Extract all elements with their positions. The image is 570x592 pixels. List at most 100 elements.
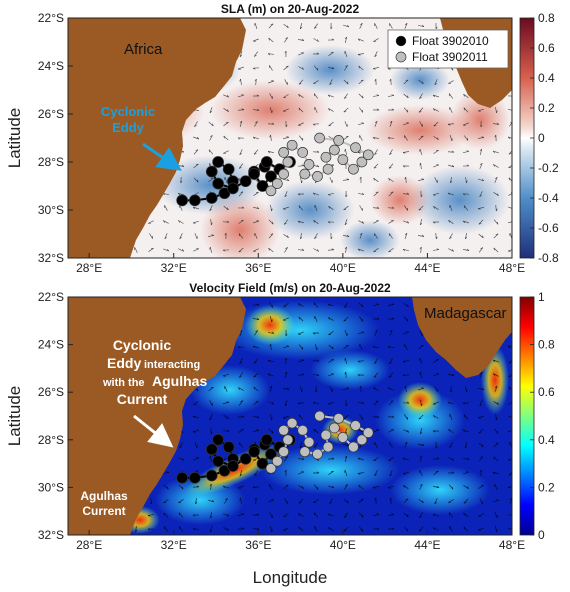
velocity-arrow: [313, 302, 319, 308]
velocity-arrow-head: [464, 445, 468, 449]
velocity-arrow: [313, 428, 319, 434]
velocity-arrow-head: [301, 67, 304, 70]
velocity-arrow-head: [272, 430, 274, 434]
velocity-arrow: [268, 219, 274, 225]
velocity-arrow-head: [451, 249, 454, 252]
velocity-arrow-head: [239, 120, 243, 124]
velocity-arrow-head: [286, 387, 290, 390]
velocity-arrow: [223, 485, 229, 489]
velocity-arrow: [209, 247, 213, 253]
velocity-arrow-head: [362, 304, 364, 308]
velocity-arrow-head: [239, 376, 242, 378]
velocity-arrow-head: [178, 220, 180, 223]
float-position-point: [227, 460, 239, 472]
velocity-arrow: [359, 344, 363, 350]
velocity-arrow-head: [209, 529, 213, 533]
velocity-arrow-head: [240, 400, 244, 402]
velocity-arrow: [433, 527, 439, 531]
velocity-arrow-head: [192, 514, 196, 517]
velocity-arrow-head: [496, 499, 500, 501]
velocity-arrow: [493, 499, 499, 503]
velocity-arrow: [493, 428, 499, 434]
velocity-arrow: [434, 386, 438, 392]
velocity-arrow-head: [241, 415, 245, 418]
velocity-arrow: [283, 23, 289, 29]
velocity-arrow-head: [226, 401, 230, 403]
velocity-arrow-head: [209, 417, 212, 420]
velocity-arrow: [343, 205, 349, 211]
velocity-arrow: [372, 486, 380, 488]
velocity-arrow-head: [195, 501, 198, 505]
velocity-arrow-head: [357, 457, 361, 461]
velocity-arrow: [359, 414, 363, 420]
velocity-arrow: [313, 23, 319, 29]
velocity-arrow: [343, 526, 349, 532]
velocity-arrow: [299, 23, 303, 29]
velocity-arrow-head: [256, 94, 260, 97]
velocity-arrow: [284, 191, 288, 197]
velocity-arrow: [315, 385, 317, 393]
float-position-point: [239, 452, 252, 465]
velocity-arrow: [420, 371, 422, 379]
velocity-arrow: [374, 442, 378, 448]
velocity-arrow: [328, 471, 334, 475]
velocity-arrow: [373, 372, 379, 378]
float-position-point: [350, 420, 361, 431]
velocity-arrow-head: [477, 417, 481, 419]
velocity-arrow-head: [239, 54, 243, 58]
velocity-arrow: [508, 401, 512, 405]
x-axis-label: Longitude: [253, 568, 328, 587]
velocity-arrow: [508, 415, 512, 418]
velocity-arrow: [223, 150, 229, 154]
top-eddy-label-line1: Cyclonic: [101, 104, 155, 119]
velocity-arrow: [327, 192, 335, 196]
velocity-arrow: [298, 359, 304, 363]
velocity-arrow-head: [357, 54, 361, 56]
velocity-arrow: [237, 528, 245, 530]
velocity-arrow-head: [422, 81, 424, 84]
float-position-point: [189, 194, 201, 207]
velocity-arrow: [388, 400, 394, 406]
velocity-arrow: [283, 415, 289, 419]
velocity-arrow: [463, 414, 469, 420]
velocity-arrow: [492, 123, 500, 125]
velocity-arrow-head: [402, 457, 406, 461]
colorbar-tick-label: 0.2: [538, 101, 555, 115]
velocity-arrow: [343, 414, 349, 420]
velocity-arrow: [238, 372, 244, 378]
velocity-arrow: [448, 442, 454, 448]
velocity-arrow-head: [495, 442, 499, 444]
velocity-arrow: [403, 316, 409, 322]
velocity-arrow-head: [376, 94, 380, 96]
velocity-arrow-head: [419, 516, 422, 518]
velocity-arrow: [433, 135, 439, 141]
velocity-arrow: [312, 151, 320, 153]
velocity-arrow: [269, 302, 273, 308]
velocity-arrow: [373, 248, 379, 252]
bottom-eddy-arrow: [133, 414, 174, 448]
velocity-arrow: [298, 414, 304, 420]
velocity-arrow-head: [494, 385, 498, 389]
velocity-arrow-head: [492, 472, 496, 475]
velocity-arrow-head: [389, 362, 392, 364]
velocity-arrow-head: [328, 108, 330, 111]
float-position-point: [265, 170, 277, 183]
velocity-arrow: [508, 359, 512, 364]
velocity-arrow-head: [196, 485, 200, 488]
velocity-arrow: [192, 528, 200, 530]
velocity-arrow: [222, 221, 230, 223]
velocity-arrow-head: [418, 530, 422, 532]
velocity-arrow: [223, 205, 229, 211]
velocity-arrow: [359, 23, 363, 29]
velocity-arrow: [284, 400, 288, 406]
float-position-point: [189, 472, 201, 484]
velocity-arrow-head: [376, 513, 380, 515]
velocity-arrow-head: [449, 446, 452, 448]
velocity-arrow: [253, 51, 259, 57]
velocity-arrow-head: [252, 486, 256, 489]
float-position-point: [333, 413, 344, 424]
bottom-colorbar: [519, 296, 535, 536]
velocity-arrow-head: [449, 237, 452, 239]
velocity-arrow-head: [316, 52, 320, 55]
velocity-arrow: [314, 205, 318, 211]
